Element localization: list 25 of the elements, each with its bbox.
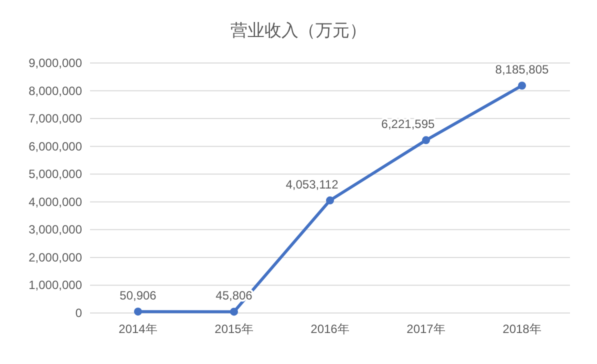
point: [518, 82, 526, 90]
y-tick-label: 1,000,000: [28, 278, 82, 292]
point: [134, 308, 142, 316]
chart-title: 营业收入（万元）: [230, 21, 366, 40]
x-tick-label: 2014年: [118, 322, 158, 336]
y-tick-label: 3,000,000: [28, 222, 82, 237]
point: [326, 196, 334, 204]
data-label: 50,906: [120, 288, 157, 303]
y-tick-label: 2,000,000: [28, 250, 82, 264]
y-tick-label: 0: [75, 306, 82, 320]
data-label: 6,221,595: [381, 117, 436, 132]
data-label: 8,185,805: [495, 62, 550, 77]
data-label: 4,053,112: [286, 177, 339, 192]
x-tick-label: 2017年: [406, 322, 446, 336]
y-tick-label: 7,000,000: [28, 112, 82, 126]
point: [230, 308, 238, 316]
x-tick-label: 2016年: [310, 322, 350, 336]
x-tick-label: 2015年: [214, 322, 254, 336]
y-tick-label: 4,000,000: [28, 194, 82, 209]
y-tick-label: 9,000,000: [28, 56, 82, 70]
y-tick-label: 6,000,000: [28, 139, 82, 154]
y-tick-label: 8,000,000: [28, 84, 82, 98]
y-tick-label: 5,000,000: [28, 167, 82, 182]
x-tick-label: 2018年: [502, 322, 542, 336]
point: [422, 136, 430, 144]
